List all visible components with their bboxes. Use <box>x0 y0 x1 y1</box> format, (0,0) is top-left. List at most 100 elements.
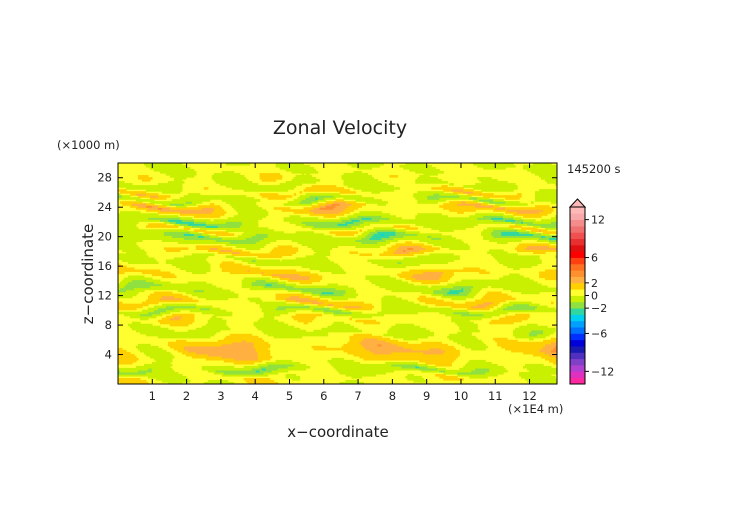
heatmap-cell <box>451 315 492 319</box>
heatmap-cell <box>381 309 468 313</box>
heatmap-cell <box>403 249 406 252</box>
heatmap-cell <box>203 231 229 234</box>
heatmap-cell <box>417 233 442 236</box>
heatmap-cell <box>137 175 149 178</box>
heatmap-cell <box>161 203 171 206</box>
heatmap-cell <box>119 381 149 384</box>
heatmap-cell <box>467 293 476 297</box>
heatmap-cell <box>301 291 313 295</box>
heatmap-cell <box>131 321 141 325</box>
heatmap-cell <box>221 355 259 359</box>
heatmap-cell <box>147 223 167 226</box>
heatmap-cell <box>371 217 390 220</box>
heatmap-cell <box>191 271 207 275</box>
heatmap-cell <box>183 347 257 351</box>
heatmap-cell <box>355 239 386 242</box>
heatmap-cell <box>153 357 173 361</box>
heatmap-cell <box>495 203 528 206</box>
heatmap-cell <box>247 261 335 265</box>
heatmap-cell <box>153 305 167 309</box>
heatmap-cell <box>431 235 452 238</box>
heatmap-cell <box>185 201 193 204</box>
heatmap-cell <box>118 359 137 363</box>
heatmap-cell <box>497 343 546 347</box>
heatmap-cell <box>173 307 201 311</box>
heatmap-cell <box>449 209 476 212</box>
heatmap-cell <box>457 341 484 345</box>
heatmap-cell <box>181 219 195 222</box>
heatmap-cell <box>293 211 315 214</box>
heatmap-cell <box>471 289 480 293</box>
heatmap-cell <box>343 349 371 353</box>
heatmap-cell <box>221 237 247 240</box>
heatmap-cell <box>543 209 554 212</box>
heatmap-cell <box>419 295 426 299</box>
heatmap-cell <box>419 367 438 371</box>
x-tick-label: 8 <box>389 389 396 403</box>
heatmap-cell <box>271 249 299 252</box>
heatmap-cell <box>145 333 215 337</box>
heatmap-cell <box>127 323 153 327</box>
heatmap-cell <box>545 227 557 230</box>
heatmap-cell <box>343 209 355 212</box>
heatmap-cell <box>163 221 171 224</box>
heatmap-cell <box>419 239 462 242</box>
heatmap-cell <box>305 255 327 259</box>
heatmap-cell <box>203 235 211 238</box>
heatmap-cell <box>353 353 460 357</box>
heatmap-cell <box>403 167 436 170</box>
heatmap-cell <box>405 241 412 244</box>
heatmap-cell <box>555 291 557 295</box>
heatmap-cell <box>159 171 197 174</box>
heatmap-cell <box>425 361 452 365</box>
heatmap-cell <box>423 173 438 176</box>
heatmap-cell <box>515 313 530 317</box>
heatmap-cell <box>291 377 301 381</box>
heatmap-cell <box>539 349 552 353</box>
heatmap-cell <box>267 197 287 200</box>
heatmap-cell <box>251 283 267 287</box>
heatmap-cell <box>469 215 484 218</box>
heatmap-cell <box>241 259 253 263</box>
heatmap-cell <box>333 321 345 325</box>
heatmap-cell <box>265 361 301 365</box>
heatmap-cell <box>317 299 329 303</box>
heatmap-cell <box>493 219 506 222</box>
heatmap-cell <box>521 375 556 379</box>
heatmap-cell <box>233 257 257 261</box>
heatmap-cell <box>499 317 528 321</box>
colorbar-swatch <box>570 320 585 328</box>
heatmap-cell <box>309 267 343 271</box>
heatmap-cell <box>361 237 371 240</box>
heatmap-cell <box>118 353 135 357</box>
heatmap-cell <box>183 255 209 259</box>
heatmap-cell <box>545 351 557 355</box>
heatmap-cell <box>331 271 347 275</box>
heatmap-cell <box>255 279 267 283</box>
heatmap-cell <box>137 347 163 351</box>
colorbar-tick-label: −12 <box>591 365 614 378</box>
heatmap-cell <box>275 307 287 311</box>
heatmap-cell <box>411 347 430 351</box>
heatmap-cell <box>471 369 490 373</box>
heatmap-cell <box>333 201 347 204</box>
heatmap-cell <box>413 273 442 277</box>
heatmap-cell <box>531 229 540 232</box>
heatmap-cell <box>319 269 345 273</box>
heatmap-cell <box>333 365 402 369</box>
heatmap-cell <box>505 219 516 222</box>
heatmap-cell <box>147 297 161 301</box>
heatmap-cell <box>403 257 460 261</box>
heatmap-cell <box>213 207 223 210</box>
heatmap-cell <box>267 363 295 367</box>
heatmap-cell <box>481 233 492 236</box>
heatmap-cell <box>209 235 219 238</box>
heatmap-cell <box>535 193 557 196</box>
heatmap-cell <box>347 341 361 345</box>
heatmap-cell <box>213 313 233 317</box>
heatmap-cell <box>161 295 175 299</box>
heatmap-cell <box>225 335 259 339</box>
colorbar-swatch <box>570 339 585 347</box>
heatmap-cell <box>261 195 293 198</box>
heatmap-cell <box>291 239 357 242</box>
